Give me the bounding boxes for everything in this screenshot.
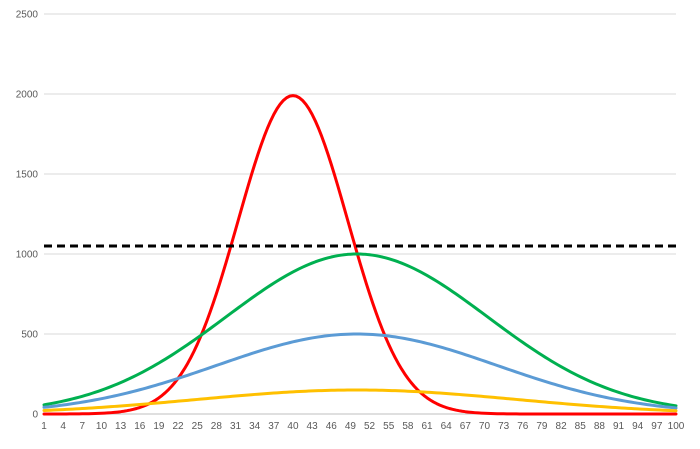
x-tick-label: 73 xyxy=(498,421,510,432)
x-tick-label: 43 xyxy=(307,421,319,432)
x-tick-label: 28 xyxy=(211,421,223,432)
x-tick-label: 58 xyxy=(402,421,414,432)
x-tick-label: 52 xyxy=(364,421,376,432)
x-tick-label: 97 xyxy=(651,421,663,432)
x-tick-label: 49 xyxy=(345,421,357,432)
x-tick-label: 4 xyxy=(60,421,66,432)
x-tick-label: 37 xyxy=(268,421,280,432)
y-axis-ticks: 0 500 1000 1500 2000 2500 xyxy=(16,10,39,421)
x-tick-label: 76 xyxy=(517,421,529,432)
series-line-2 xyxy=(42,252,678,408)
series-line-4 xyxy=(42,388,678,413)
x-tick-label: 79 xyxy=(536,421,548,432)
y-tick-label: 2500 xyxy=(16,10,39,21)
grid xyxy=(44,13,676,415)
x-tick-label: 94 xyxy=(632,421,644,432)
x-tick-label: 100 xyxy=(668,421,685,432)
x-tick-label: 16 xyxy=(134,421,146,432)
x-tick-label: 70 xyxy=(479,421,491,432)
series-lines xyxy=(42,94,678,416)
x-tick-label: 10 xyxy=(96,421,108,432)
x-tick-label: 22 xyxy=(172,421,184,432)
x-tick-label: 7 xyxy=(80,421,86,432)
x-tick-label: 25 xyxy=(192,421,204,432)
x-tick-label: 13 xyxy=(115,421,127,432)
x-tick-label: 64 xyxy=(441,421,453,432)
x-axis-ticks: 1 4 7 10 13 16 19 22 25 28 31 34 37 40 43 46 49 52 55 58 61 6… xyxy=(41,421,685,432)
x-tick-label: 31 xyxy=(230,421,242,432)
x-tick-label: 19 xyxy=(153,421,165,432)
x-tick-label: 67 xyxy=(460,421,472,432)
x-tick-label: 85 xyxy=(575,421,587,432)
y-tick-label: 500 xyxy=(21,330,38,341)
x-tick-label: 55 xyxy=(383,421,395,432)
y-tick-label: 0 xyxy=(32,410,38,421)
x-tick-label: 82 xyxy=(556,421,568,432)
y-tick-label: 1500 xyxy=(16,170,39,181)
x-tick-label: 46 xyxy=(326,421,338,432)
series-line-3 xyxy=(42,332,678,410)
y-tick-label: 1000 xyxy=(16,250,39,261)
x-tick-label: 88 xyxy=(594,421,606,432)
y-tick-label: 2000 xyxy=(16,90,39,101)
x-tick-label: 40 xyxy=(287,421,299,432)
x-tick-label: 61 xyxy=(421,421,433,432)
x-tick-label: 91 xyxy=(613,421,625,432)
x-tick-label: 1 xyxy=(41,421,47,432)
x-tick-label: 34 xyxy=(249,421,261,432)
